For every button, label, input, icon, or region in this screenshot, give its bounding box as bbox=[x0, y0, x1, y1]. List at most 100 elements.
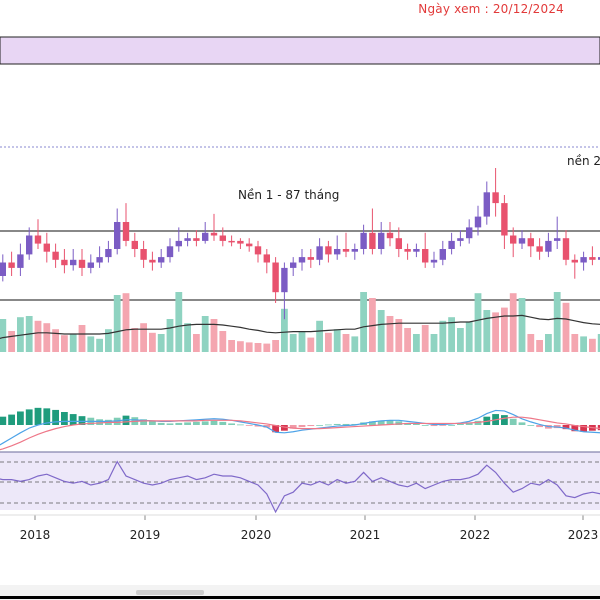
volume-bar bbox=[175, 292, 183, 352]
volume-bar bbox=[527, 334, 535, 352]
macd-histogram-bar bbox=[43, 408, 51, 425]
macd-histogram-bar bbox=[175, 422, 183, 425]
volume-bar bbox=[201, 316, 209, 352]
volume-bar bbox=[509, 293, 517, 352]
volume-bar bbox=[87, 336, 95, 352]
macd-panel bbox=[0, 407, 600, 451]
candle-body bbox=[290, 262, 297, 268]
volume-bar bbox=[69, 334, 77, 352]
macd-histogram-bar bbox=[289, 425, 297, 429]
macd-histogram-bar bbox=[69, 414, 77, 425]
candle-body bbox=[158, 257, 165, 263]
macd-line bbox=[0, 409, 600, 446]
macd-histogram-bar bbox=[17, 411, 24, 425]
bottom-border bbox=[0, 596, 600, 599]
candle-body bbox=[360, 232, 367, 249]
base-2-annotation: nền 2 bbox=[567, 154, 600, 168]
volume-bar bbox=[131, 328, 139, 352]
rsi-line bbox=[0, 460, 600, 514]
candle-body bbox=[466, 227, 473, 239]
candle-body bbox=[43, 243, 50, 252]
macd-histogram-bar bbox=[263, 425, 271, 428]
macd-histogram-bar bbox=[78, 416, 86, 425]
volume-bars bbox=[0, 292, 600, 352]
candle-body bbox=[510, 235, 517, 244]
macd-histogram-bar bbox=[369, 421, 376, 425]
macd-histogram-bar bbox=[562, 425, 570, 430]
candle-body bbox=[228, 240, 235, 243]
signal-line bbox=[0, 416, 600, 451]
volume-bar bbox=[457, 328, 464, 352]
volume-bar bbox=[377, 310, 385, 352]
volume-bar bbox=[483, 310, 491, 352]
volume-bar bbox=[597, 334, 600, 352]
price-reference-lines bbox=[0, 230, 600, 301]
macd-histogram-bar bbox=[298, 425, 306, 428]
candle-body bbox=[342, 249, 350, 252]
macd-histogram-bar bbox=[386, 420, 394, 425]
candle-body bbox=[193, 238, 200, 241]
macd-histogram-bar bbox=[166, 423, 174, 425]
volume-bar bbox=[210, 319, 218, 352]
candle-body bbox=[554, 238, 561, 241]
candle-body bbox=[281, 267, 288, 293]
candle-body bbox=[598, 257, 600, 260]
candle-body bbox=[184, 238, 191, 241]
macd-histogram-bar bbox=[430, 425, 438, 427]
macd-histogram-bar bbox=[140, 419, 147, 425]
volume-bar bbox=[589, 338, 596, 352]
macd-histogram-bar bbox=[61, 412, 68, 425]
volume-bar bbox=[157, 334, 165, 352]
candle-body bbox=[378, 232, 385, 249]
volume-bar bbox=[237, 341, 244, 352]
volume-bar bbox=[149, 332, 156, 352]
macd-histogram-bar bbox=[377, 420, 385, 425]
candle-body bbox=[580, 257, 587, 263]
volume-bar bbox=[140, 323, 147, 352]
candle-body bbox=[78, 259, 86, 268]
volume-bar bbox=[360, 292, 367, 352]
candle-body bbox=[0, 262, 7, 276]
volume-bar bbox=[562, 302, 570, 352]
candle-body bbox=[96, 257, 103, 263]
candle-body bbox=[369, 232, 376, 249]
candle-body bbox=[131, 240, 138, 249]
macd-histogram-bar bbox=[237, 424, 244, 426]
volume-bar bbox=[342, 334, 350, 352]
candle-body bbox=[140, 249, 147, 260]
macd-histogram-bar bbox=[0, 416, 7, 425]
volume-bar bbox=[474, 293, 482, 352]
candle-body bbox=[316, 246, 323, 260]
volume-bar bbox=[281, 308, 288, 352]
candle-body bbox=[589, 257, 596, 260]
candle-body bbox=[272, 262, 279, 293]
candle-body bbox=[474, 216, 482, 228]
macd-histogram-bar bbox=[316, 425, 323, 426]
scrollbar-thumb[interactable] bbox=[136, 590, 204, 595]
candle-body bbox=[562, 238, 570, 260]
candle-body bbox=[254, 246, 262, 255]
volume-bar bbox=[413, 334, 420, 352]
candle-body bbox=[422, 249, 429, 263]
x-tick-label: 2023 bbox=[567, 528, 599, 542]
volume-bar bbox=[228, 340, 235, 352]
candle-body bbox=[351, 249, 358, 252]
macd-histogram-bar bbox=[8, 414, 15, 425]
candle-body bbox=[237, 240, 244, 244]
candle-body bbox=[166, 246, 174, 258]
macd-histogram-bar bbox=[580, 425, 587, 432]
candle-body bbox=[457, 238, 464, 241]
volume-bar bbox=[193, 334, 200, 352]
volume-bar bbox=[8, 331, 15, 352]
macd-histogram-bar bbox=[325, 424, 332, 426]
macd-histogram-bar bbox=[307, 425, 315, 427]
candle-body bbox=[483, 192, 490, 217]
candle-body bbox=[430, 259, 438, 263]
candle-body bbox=[70, 259, 77, 266]
volume-bar bbox=[254, 343, 262, 352]
candle-body bbox=[413, 249, 420, 252]
macd-histogram-bar bbox=[184, 422, 191, 425]
candle-body bbox=[17, 254, 24, 268]
volume-bar bbox=[122, 293, 130, 352]
